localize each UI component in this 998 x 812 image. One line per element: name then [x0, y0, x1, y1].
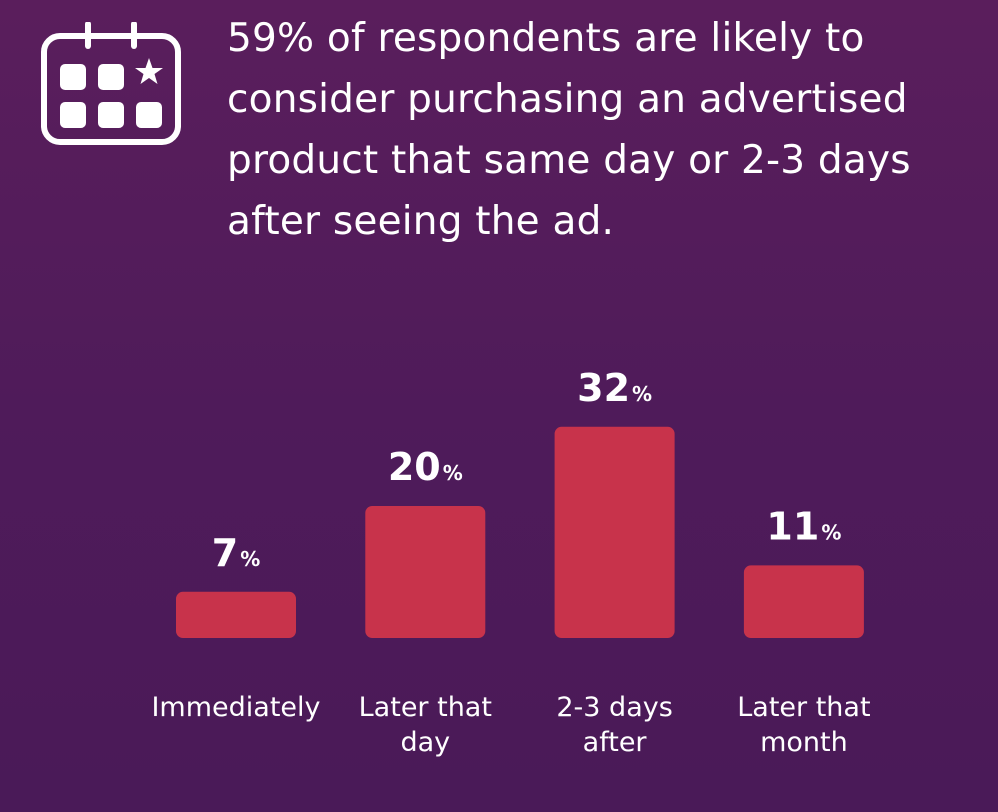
data-label: 20% — [388, 445, 463, 489]
category-label: Later that month — [737, 692, 870, 758]
bar — [365, 506, 486, 638]
category-label: Later that day — [359, 692, 492, 758]
bar — [176, 591, 296, 638]
bar — [743, 565, 864, 638]
category-label: Immediately — [151, 692, 320, 723]
data-label: 32% — [577, 366, 652, 410]
category-label: 2-3 days after — [556, 692, 672, 758]
bar — [554, 426, 675, 638]
data-label: 11% — [766, 504, 841, 548]
headline: 59% of respondents are likely to conside… — [227, 16, 911, 244]
data-label: 7% — [212, 531, 261, 575]
calendar-star-icon — [41, 22, 181, 145]
